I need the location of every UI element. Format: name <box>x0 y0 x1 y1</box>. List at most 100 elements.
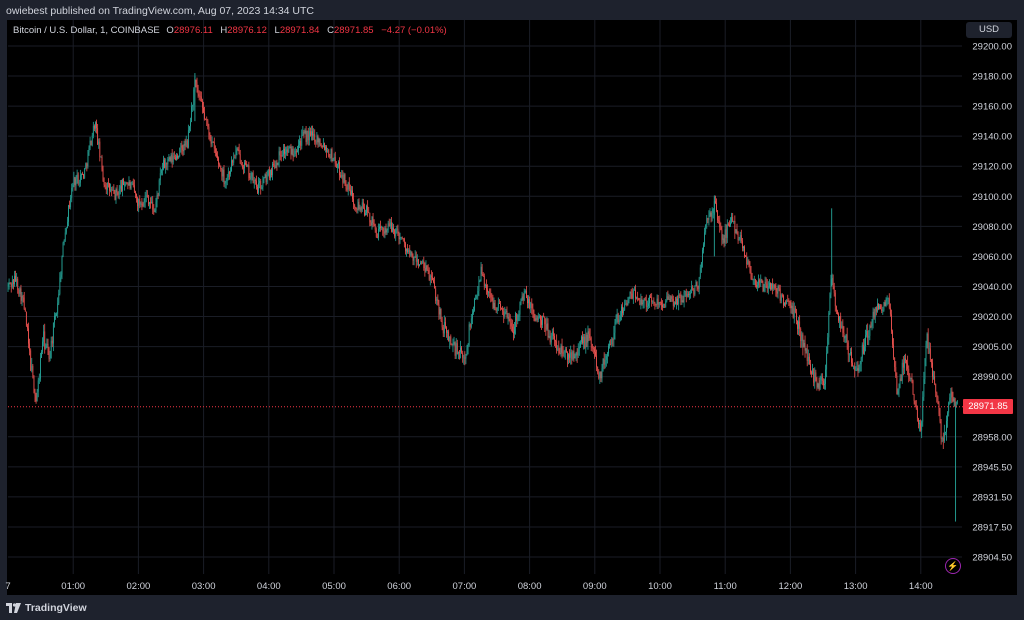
x-tick-label: 7 <box>5 581 10 592</box>
candle <box>370 220 372 227</box>
candle <box>754 278 756 288</box>
candle-body <box>63 240 65 243</box>
candle <box>203 101 204 114</box>
candle <box>693 288 695 298</box>
candle <box>600 371 602 382</box>
chart-panel[interactable] <box>7 20 1017 595</box>
candle <box>529 296 531 310</box>
y-tick-label: 29200.00 <box>972 42 1012 53</box>
candle-body <box>644 298 646 301</box>
candle-body <box>175 157 176 160</box>
candle-body <box>910 377 912 379</box>
candle-body <box>845 334 847 338</box>
tradingview-logo[interactable]: TradingView <box>6 602 87 614</box>
candle-body <box>605 355 607 360</box>
candle <box>706 215 708 229</box>
candle-body <box>318 138 320 143</box>
candle <box>302 125 304 136</box>
candle <box>743 245 744 252</box>
candle-body <box>745 256 747 258</box>
candle <box>821 373 823 386</box>
candle-body <box>441 320 443 328</box>
candle <box>700 261 702 273</box>
tradingview-brand: TradingView <box>25 602 87 614</box>
candle <box>235 145 237 160</box>
symbol-name[interactable]: Bitcoin / U.S. Dollar, 1, COINBASE <box>13 25 160 36</box>
candle <box>486 279 487 295</box>
candle-body <box>183 144 185 152</box>
candle-body <box>833 286 835 293</box>
candle <box>268 166 270 181</box>
candle-body <box>170 154 172 161</box>
candle-body <box>8 283 10 286</box>
candle <box>503 307 505 324</box>
candle <box>919 419 920 432</box>
candle-body <box>785 302 786 305</box>
candle-body <box>560 345 562 354</box>
candle-body <box>130 182 132 189</box>
candle <box>671 294 673 302</box>
lightning-icon[interactable]: ⚡ <box>945 558 961 574</box>
candle-body <box>703 244 704 250</box>
candle <box>190 117 191 132</box>
candle <box>644 296 646 301</box>
candle-body <box>212 141 214 143</box>
candle-body <box>882 310 884 312</box>
candle <box>234 154 236 159</box>
candle-body <box>690 293 691 294</box>
candle <box>547 318 549 341</box>
candle <box>688 291 689 298</box>
candle-body <box>29 343 30 351</box>
candle <box>646 300 648 311</box>
candle-body <box>908 368 910 376</box>
candle <box>626 300 628 307</box>
candle <box>201 98 203 114</box>
currency-button[interactable]: USD <box>966 22 1012 38</box>
candle <box>888 293 890 310</box>
candle-body <box>933 376 934 378</box>
candle-body <box>573 351 575 359</box>
candle-body <box>396 228 398 230</box>
candle-body <box>270 169 271 178</box>
candle-body <box>841 325 843 329</box>
candle-body <box>804 342 806 351</box>
candle-body <box>540 316 541 321</box>
candle-body <box>594 349 595 352</box>
candle-body <box>393 227 394 231</box>
candle-body <box>857 368 859 372</box>
candle-body <box>375 229 377 237</box>
candle <box>837 309 838 315</box>
open-label: O <box>166 25 174 36</box>
candle <box>159 167 161 186</box>
candle-body <box>233 157 235 163</box>
candle-body <box>750 271 752 279</box>
candle-body <box>41 351 42 358</box>
candle-body <box>340 175 342 178</box>
candle <box>616 308 618 324</box>
candle <box>381 225 383 231</box>
candle <box>596 349 597 372</box>
candle-body <box>415 256 417 262</box>
candle-body <box>128 181 130 185</box>
candle-body <box>146 195 148 197</box>
candle <box>628 296 630 304</box>
candle <box>261 185 263 190</box>
candle-body <box>219 164 221 166</box>
candle-body <box>469 324 471 327</box>
candle-body <box>694 286 696 295</box>
candle <box>220 165 222 172</box>
high-value: 28976.12 <box>227 25 267 36</box>
candle <box>682 295 684 303</box>
candle <box>95 121 96 133</box>
candle-body <box>27 325 28 329</box>
candle <box>207 118 209 130</box>
candle-body <box>761 279 763 283</box>
candle-body <box>547 323 549 338</box>
candle-body <box>305 130 307 142</box>
candle <box>157 192 159 200</box>
candle <box>262 175 264 191</box>
candle <box>789 300 791 309</box>
candle <box>50 336 52 359</box>
candle <box>113 184 115 194</box>
